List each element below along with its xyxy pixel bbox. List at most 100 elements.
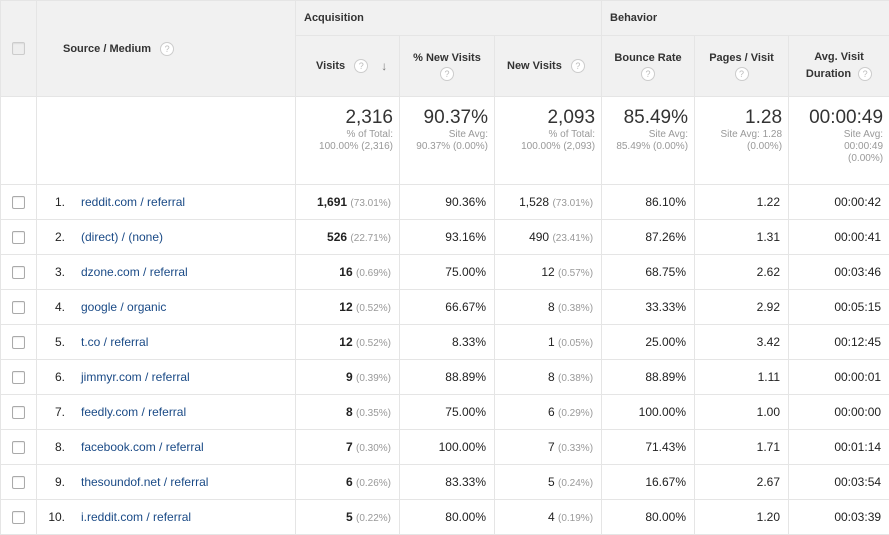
row-index: 1. [37,195,65,209]
source-medium-label: Source / Medium [63,42,151,54]
source-medium-link[interactable]: dzone.com / referral [77,265,188,279]
totals-bounce-sub1: Site Avg: [606,129,688,141]
source-cell: 5. t.co / referral [37,325,296,360]
visits-value: 526 [327,230,347,244]
visits-pct: (0.52%) [356,338,391,349]
totals-new-visits-value: 2,093 [499,107,595,129]
totals-bounce-value: 85.49% [606,107,688,129]
row-checkbox[interactable] [12,231,25,244]
row-checkbox[interactable] [12,511,25,524]
source-medium-link[interactable]: google / organic [77,300,166,314]
source-medium-link[interactable]: t.co / referral [77,335,148,349]
visits-value: 8 [346,405,353,419]
bounce-rate-header[interactable]: Bounce Rate ? [602,36,695,97]
row-index: 5. [37,335,65,349]
source-medium-link[interactable]: reddit.com / referral [77,195,185,209]
pct-new-cell: 90.36% [400,185,495,220]
source-medium-link[interactable]: jimmyr.com / referral [77,370,190,384]
row-checkbox-cell [1,185,37,220]
bounce-cell: 100.00% [602,395,695,430]
row-checkbox[interactable] [12,336,25,349]
visits-pct: (0.35%) [356,408,391,419]
row-checkbox[interactable] [12,476,25,489]
visits-cell: 6 (0.26%) [296,465,400,500]
pct-new-visits-header[interactable]: % New Visits ? [400,36,495,97]
row-checkbox[interactable] [12,266,25,279]
bounce-cell: 87.26% [602,220,695,255]
row-checkbox[interactable] [12,441,25,454]
duration-cell: 00:03:39 [789,500,889,535]
new-visits-value: 8 [548,300,555,314]
pct-new-cell: 93.16% [400,220,495,255]
totals-pct-new-sub1: Site Avg: [404,129,488,141]
visits-pct: (22.71%) [350,233,391,244]
source-medium-link[interactable]: i.reddit.com / referral [77,510,191,524]
duration-cell: 00:03:54 [789,465,889,500]
row-checkbox[interactable] [12,406,25,419]
source-medium-link[interactable]: thesoundof.net / referral [77,475,208,489]
new-visits-cell: 6 (0.29%) [495,395,602,430]
row-checkbox-cell [1,255,37,290]
new-visits-cell: 8 (0.38%) [495,290,602,325]
help-icon[interactable]: ? [571,59,585,73]
row-checkbox-cell [1,220,37,255]
visits-header[interactable]: Visits ? ↓ [296,36,400,97]
row-checkbox-cell [1,360,37,395]
row-index: 4. [37,300,65,314]
pct-new-cell: 8.33% [400,325,495,360]
totals-row: 2,316 % of Total: 100.00% (2,316) 90.37%… [1,97,889,185]
new-visits-pct: (0.38%) [558,373,593,384]
pages-cell: 1.20 [695,500,789,535]
help-icon[interactable]: ? [354,59,368,73]
duration-cell: 00:00:41 [789,220,889,255]
new-visits-pct: (0.29%) [558,408,593,419]
source-medium-link[interactable]: (direct) / (none) [77,230,163,244]
source-cell: 7.feedly.com / referral [37,395,296,430]
behavior-group-header: Behavior [602,1,889,36]
avg-visit-duration-label-1: Avg. Visit [814,51,864,63]
new-visits-cell: 7 (0.33%) [495,430,602,465]
new-visits-header[interactable]: New Visits ? [495,36,602,97]
duration-cell: 00:00:00 [789,395,889,430]
sort-descending-icon[interactable]: ↓ [381,59,387,73]
row-checkbox-cell [1,395,37,430]
visits-cell: 7 (0.30%) [296,430,400,465]
totals-spacer [37,97,296,185]
help-icon[interactable]: ? [440,67,454,81]
new-visits-pct: (23.41%) [552,233,593,244]
visits-value: 9 [346,370,353,384]
avg-visit-duration-header[interactable]: Avg. Visit Duration ? [789,36,889,97]
visits-value: 12 [339,300,352,314]
bounce-cell: 86.10% [602,185,695,220]
row-checkbox[interactable] [12,301,25,314]
source-medium-header[interactable]: Source / Medium ? [37,1,296,97]
source-cell: 2.(direct) / (none) [37,220,296,255]
visits-pct: (0.39%) [356,373,391,384]
source-medium-link[interactable]: feedly.com / referral [77,405,186,419]
visits-value: 1,691 [317,195,347,209]
pages-visit-header[interactable]: Pages / Visit ? [695,36,789,97]
pages-cell: 1.71 [695,430,789,465]
help-icon[interactable]: ? [858,67,872,81]
source-medium-link[interactable]: facebook.com / referral [77,440,204,454]
totals-duration-sub3: (0.00%) [793,153,883,165]
pages-cell: 1.00 [695,395,789,430]
new-visits-value: 7 [548,440,555,454]
help-icon[interactable]: ? [735,67,749,81]
row-checkbox[interactable] [12,196,25,209]
bounce-cell: 88.89% [602,360,695,395]
new-visits-cell: 4 (0.19%) [495,500,602,535]
pct-new-cell: 100.00% [400,430,495,465]
row-checkbox[interactable] [12,371,25,384]
source-cell: 9.thesoundof.net / referral [37,465,296,500]
visits-value: 5 [346,510,353,524]
help-icon[interactable]: ? [641,67,655,81]
select-all-checkbox[interactable] [12,42,25,55]
help-icon[interactable]: ? [160,42,174,56]
